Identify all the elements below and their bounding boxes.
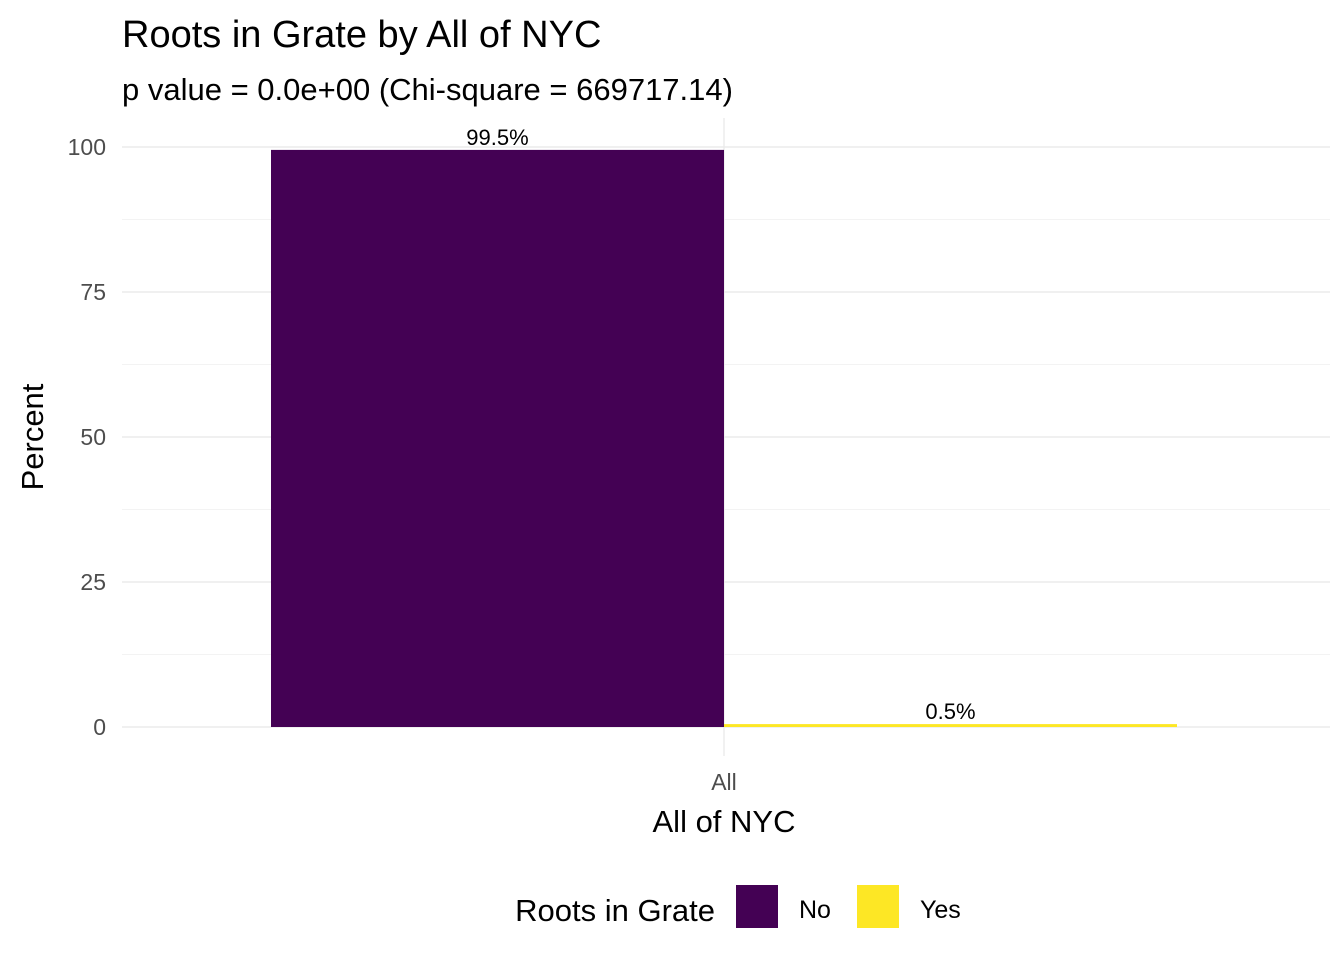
legend-swatch-no <box>736 885 778 928</box>
x-tick-label: All <box>711 769 737 795</box>
data-labels: 99.5% 0.5% <box>466 125 975 724</box>
bar-yes <box>724 724 1177 727</box>
legend-label-no: No <box>799 896 831 924</box>
legend-label-yes: Yes <box>920 896 961 924</box>
y-tick-label: 100 <box>68 134 106 160</box>
data-label-yes: 0.5% <box>925 699 975 724</box>
legend: Roots in Grate No Yes <box>515 885 961 928</box>
y-tick-label: 75 <box>80 279 106 305</box>
chart-subtitle: p value = 0.0e+00 (Chi-square = 669717.1… <box>122 72 733 107</box>
y-tick-label: 25 <box>80 569 106 595</box>
x-axis-title: All of NYC <box>653 804 796 839</box>
bar-no <box>271 149 724 727</box>
x-axis-ticks: All <box>711 769 737 795</box>
y-axis-ticks: 0 25 50 75 100 <box>68 134 106 740</box>
y-axis-title: Percent <box>15 383 50 490</box>
y-tick-label: 50 <box>80 424 106 450</box>
y-tick-label: 0 <box>93 714 106 740</box>
legend-title: Roots in Grate <box>515 893 715 928</box>
bars <box>271 149 1177 727</box>
legend-swatch-yes <box>857 885 899 928</box>
data-label-no: 99.5% <box>466 125 528 150</box>
chart-title: Roots in Grate by All of NYC <box>122 14 601 56</box>
